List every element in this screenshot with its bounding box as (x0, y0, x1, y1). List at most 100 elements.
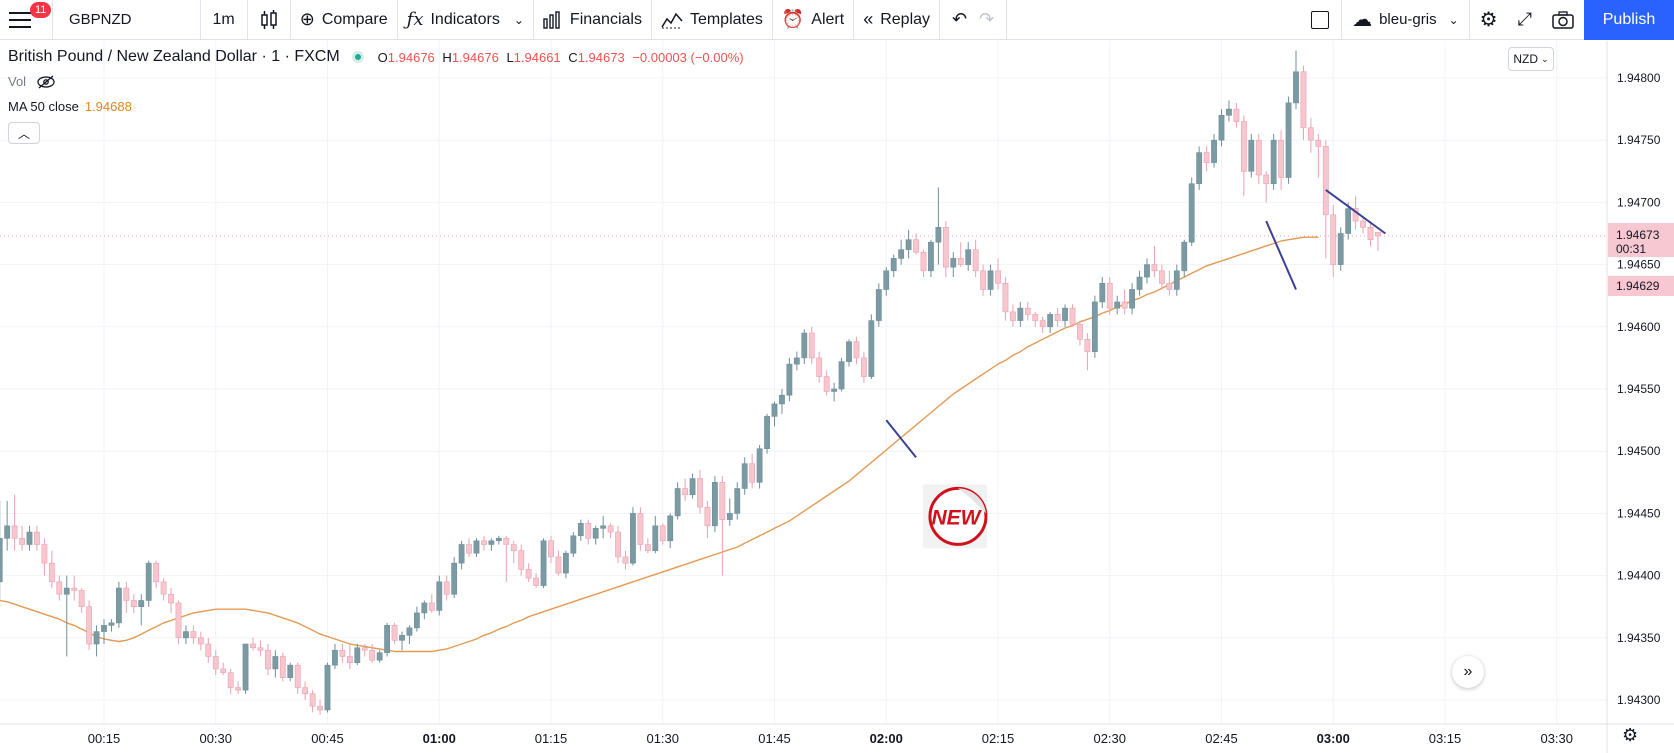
alert-button[interactable]: ⏰ Alert (773, 0, 853, 40)
candle (510, 540, 517, 564)
candle (1039, 316, 1046, 334)
candle-body (942, 226, 949, 268)
candle-body (183, 631, 189, 639)
candle-body (674, 488, 681, 517)
candle (220, 662, 227, 676)
ma-label[interactable]: MA 50 close (8, 99, 79, 114)
settings-button[interactable]: ⚙ (1470, 0, 1508, 40)
x-tick-label: 02:30 (1093, 731, 1126, 746)
candle-body (4, 525, 11, 539)
candle-body (1151, 264, 1158, 272)
candle (1315, 133, 1322, 178)
candle (674, 482, 681, 520)
axis-settings-button[interactable]: ⚙ (1622, 725, 1638, 746)
y-tick-label: 1.94700 (1617, 195, 1661, 209)
screenshot-button[interactable] (1542, 0, 1584, 40)
candle-body (749, 463, 756, 483)
candle (1002, 277, 1009, 321)
candle-body (220, 668, 227, 673)
candle (682, 478, 688, 501)
y-tick-label: 1.94550 (1617, 382, 1661, 396)
y-tick-label: 1.94500 (1617, 444, 1661, 458)
chart-type-button[interactable] (248, 0, 290, 40)
candle (860, 351, 867, 383)
replay-button[interactable]: « Replay (854, 0, 939, 40)
candle (473, 538, 480, 557)
candle-body (630, 513, 636, 564)
candle (831, 382, 837, 402)
menu-button[interactable]: 11 (0, 0, 52, 40)
publish-label: Publish (1602, 10, 1656, 28)
candle-body (890, 258, 897, 272)
low-value: 1.94661 (513, 49, 561, 65)
candle (1345, 202, 1352, 240)
candle (1263, 171, 1270, 203)
candle (607, 523, 614, 539)
redo-icon: ↷ (979, 9, 995, 29)
candle (1173, 264, 1180, 296)
candle (689, 473, 696, 499)
candle-body (928, 241, 934, 272)
candle-body (466, 544, 472, 554)
candle-body (771, 403, 778, 417)
volume-label[interactable]: Vol (8, 74, 27, 89)
candle-body (41, 544, 48, 564)
candle (1188, 177, 1195, 246)
notification-badge: 11 (30, 1, 52, 18)
candle-body (518, 550, 525, 570)
ma-value: 1.94688 (84, 99, 132, 114)
x-tick-label: 03:15 (1429, 731, 1462, 746)
candle (1054, 308, 1061, 327)
ma-line (0, 236, 1319, 653)
interval-button[interactable]: 1m (201, 0, 247, 40)
candle (600, 515, 607, 539)
scroll-to-realtime-button[interactable]: » (1452, 656, 1484, 688)
candle (518, 544, 525, 576)
fullscreen-button[interactable]: ⤢ (1508, 0, 1542, 40)
candle-body (495, 537, 502, 542)
templates-button[interactable]: Templates (652, 0, 772, 40)
series-title[interactable]: British Pound / New Zealand Dollar · 1 ·… (8, 48, 340, 65)
candle-body (1233, 108, 1240, 122)
indicators-button[interactable]: ƒx Indicators ⌄ (398, 0, 533, 40)
candles-icon (261, 9, 277, 29)
candle-body (786, 363, 793, 396)
candle-body (920, 251, 927, 272)
candle-body (294, 664, 301, 688)
candle-body (697, 478, 703, 508)
candle (838, 357, 845, 392)
candle (562, 550, 569, 579)
symbol-search-button[interactable]: GBPNZD (53, 0, 148, 40)
candle-body (615, 531, 621, 558)
candle-body (1017, 307, 1024, 321)
financials-button[interactable]: Financials (534, 0, 651, 40)
currency-unit-button[interactable]: NZD ⌄ (1508, 47, 1554, 71)
y-tick-label: 1.94350 (1617, 631, 1661, 645)
redo-button[interactable]: ↷ (973, 0, 1006, 40)
candle (868, 314, 875, 380)
candle-body (1255, 139, 1262, 176)
candle (659, 523, 666, 545)
candle (56, 575, 63, 601)
candle (1293, 50, 1299, 110)
compare-button[interactable]: ⊕ Compare (291, 0, 397, 40)
candle (1337, 227, 1344, 271)
market-status-icon (351, 51, 364, 63)
candle (1375, 231, 1381, 251)
x-tick-label: 03:00 (1317, 731, 1350, 746)
candle (734, 482, 741, 520)
candle-body (667, 515, 674, 542)
publish-button[interactable]: Publish (1584, 0, 1674, 40)
candle-body (227, 672, 234, 688)
eye-hidden-icon[interactable] (36, 75, 56, 89)
candle (823, 370, 830, 396)
chevron-down-icon[interactable]: ⌄ (513, 12, 524, 27)
candle (913, 233, 919, 255)
theme-button[interactable]: ☁ bleu-gris ⌄ (1342, 0, 1469, 40)
layout-button[interactable] (1299, 0, 1341, 40)
undo-button[interactable]: ↶ (940, 0, 973, 40)
collapse-legend-button[interactable]: ︿ (8, 122, 40, 144)
candle-body (913, 239, 919, 253)
candle (711, 476, 718, 533)
